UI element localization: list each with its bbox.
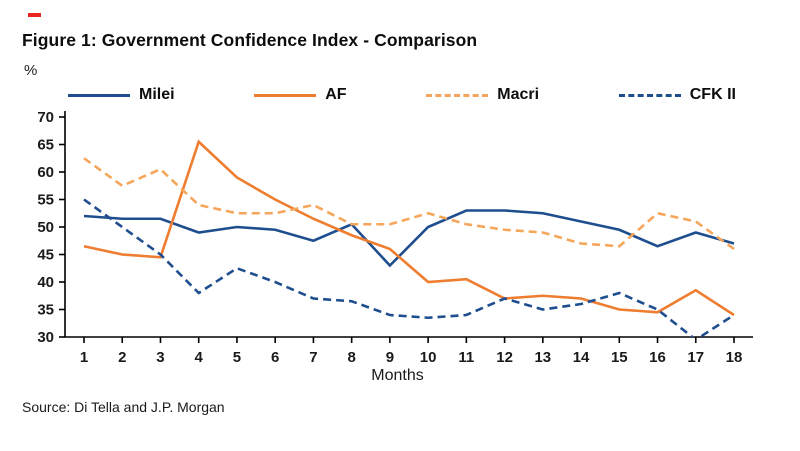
legend-line-sample-cfk-ii bbox=[618, 93, 681, 97]
figure-title: Figure 1: Government Confidence Index - … bbox=[22, 30, 478, 50]
legend-label-macri: Macri bbox=[497, 86, 540, 103]
y-tick-label: 30 bbox=[37, 329, 54, 346]
y-tick-label: 35 bbox=[37, 302, 54, 319]
chart-legend: Milei AF Macri CFK II bbox=[68, 86, 736, 104]
x-tick-label: 6 bbox=[271, 349, 279, 363]
y-tick-label: 40 bbox=[37, 274, 54, 291]
x-tick-label: 18 bbox=[726, 349, 743, 363]
y-tick-label: 60 bbox=[37, 164, 54, 181]
legend-line-sample-milei bbox=[68, 93, 130, 97]
legend-line-sample-macri bbox=[426, 93, 489, 97]
x-tick-label: 1 bbox=[80, 349, 88, 363]
x-tick-label: 5 bbox=[233, 349, 241, 363]
source-note: Source: Di Tella and J.P. Morgan bbox=[22, 399, 225, 415]
legend-label-af: AF bbox=[325, 86, 347, 103]
x-tick-label: 14 bbox=[573, 349, 590, 363]
x-tick-label: 9 bbox=[386, 349, 394, 363]
x-tick-label: 17 bbox=[687, 349, 704, 363]
legend-item-af: AF bbox=[254, 86, 347, 104]
x-tick-label: 16 bbox=[649, 349, 666, 363]
y-tick-label: 65 bbox=[37, 137, 54, 154]
x-tick-label: 4 bbox=[195, 349, 204, 363]
legend-item-macri: Macri bbox=[426, 86, 539, 104]
y-axis-unit-label: % bbox=[24, 62, 38, 79]
x-tick-label: 8 bbox=[347, 349, 355, 363]
legend-line-sample-af bbox=[254, 93, 317, 97]
x-tick-label: 7 bbox=[309, 349, 317, 363]
x-tick-label: 3 bbox=[156, 349, 164, 363]
x-tick-label: 2 bbox=[118, 349, 126, 363]
series-line-milei bbox=[83, 209, 735, 268]
legend-label-milei: Milei bbox=[139, 86, 175, 103]
legend-label-cfk-ii: CFK II bbox=[689, 86, 736, 103]
x-axis-label: Months bbox=[371, 367, 424, 384]
series-line-macri bbox=[83, 157, 735, 251]
legend-item-cfk-ii: CFK II bbox=[618, 86, 736, 104]
legend-item-milei: Milei bbox=[68, 86, 175, 104]
x-tick-label: 10 bbox=[420, 349, 437, 363]
x-tick-label: 12 bbox=[496, 349, 513, 363]
y-tick-label: 45 bbox=[37, 247, 54, 264]
chart-area: 30 35 40 45 50 55 60 65 70 1 2 3 4 5 6 7 8 9 10 11 12 13 14 15 1… bbox=[25, 105, 770, 363]
y-tick-label: 50 bbox=[37, 219, 54, 236]
red-logo-mark bbox=[28, 13, 41, 17]
series-line-cfk-ii bbox=[83, 198, 735, 337]
x-tick-label: 15 bbox=[611, 349, 628, 363]
series-line-af bbox=[83, 139, 735, 317]
y-tick-label: 70 bbox=[37, 109, 54, 126]
x-tick-label: 11 bbox=[458, 349, 474, 363]
y-tick-label: 55 bbox=[37, 192, 54, 209]
x-tick-label: 13 bbox=[534, 349, 551, 363]
